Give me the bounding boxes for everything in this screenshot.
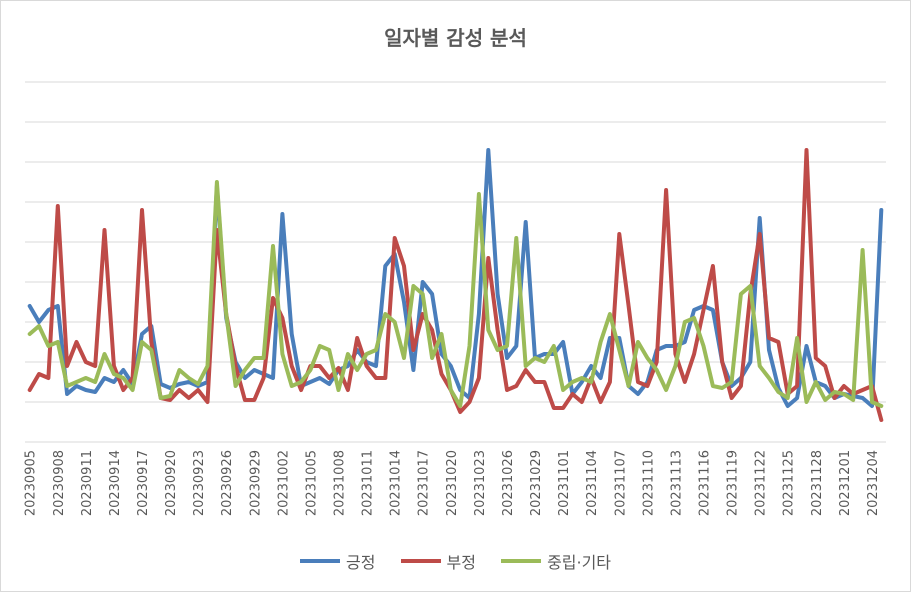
x-tick-label: 20231008 xyxy=(333,450,348,516)
x-tick-label: 20230926 xyxy=(220,450,235,516)
legend-item-negative: 부정 xyxy=(400,549,476,573)
x-tick-label: 20231201 xyxy=(838,450,853,516)
legend-label-neutral: 중립·기타 xyxy=(547,553,612,572)
x-tick-label: 20231122 xyxy=(754,450,769,516)
legend-label-negative: 부정 xyxy=(446,553,476,572)
x-tick-label: 20231029 xyxy=(529,450,544,516)
legend-swatch-positive xyxy=(299,559,340,563)
x-tick-label: 20230905 xyxy=(24,450,39,516)
x-tick-label: 20231119 xyxy=(726,450,741,516)
legend-label-positive: 긍정 xyxy=(345,553,376,572)
x-tick-label: 20231017 xyxy=(417,450,432,516)
x-tick-label: 20231020 xyxy=(445,450,460,516)
x-tick-label: 20230908 xyxy=(52,450,67,516)
x-tick-label: 20230917 xyxy=(136,450,151,516)
x-tick-label: 20231125 xyxy=(782,450,797,516)
series-line-2 xyxy=(27,180,884,408)
x-tick-label: 20231128 xyxy=(810,450,825,516)
x-tick-label: 20230929 xyxy=(248,450,263,516)
legend-swatch-neutral xyxy=(501,559,542,563)
x-tick-label: 20230911 xyxy=(80,450,95,516)
x-tick-label: 20231104 xyxy=(585,450,600,516)
x-tick-label: 20231023 xyxy=(473,450,488,516)
x-tick-label: 20231026 xyxy=(501,450,516,516)
x-tick-label: 20231113 xyxy=(669,450,684,516)
legend-item-neutral: 중립·기타 xyxy=(501,549,611,573)
x-tick-label: 20230920 xyxy=(164,450,179,516)
x-tick-label: 20231101 xyxy=(557,450,572,516)
x-tick-label: 20230914 xyxy=(108,450,123,516)
x-tick-label: 20231014 xyxy=(389,450,404,516)
x-tick-label: 20231204 xyxy=(866,450,881,516)
legend: 긍정 부정 중립·기타 xyxy=(0,548,911,573)
legend-swatch-negative xyxy=(400,559,441,563)
x-tick-label: 20231002 xyxy=(276,450,291,516)
x-tick-label: 20231110 xyxy=(641,450,656,516)
x-tick-label: 20231107 xyxy=(613,450,628,516)
chart-title: 일자별 감성 분석 xyxy=(384,26,527,50)
legend-item-positive: 긍정 xyxy=(299,549,376,573)
x-tick-label: 20230923 xyxy=(192,450,207,516)
x-tick-label: 20231011 xyxy=(361,450,376,516)
x-tick-label: 20231005 xyxy=(304,450,319,516)
x-tick-label: 20231116 xyxy=(698,450,713,516)
